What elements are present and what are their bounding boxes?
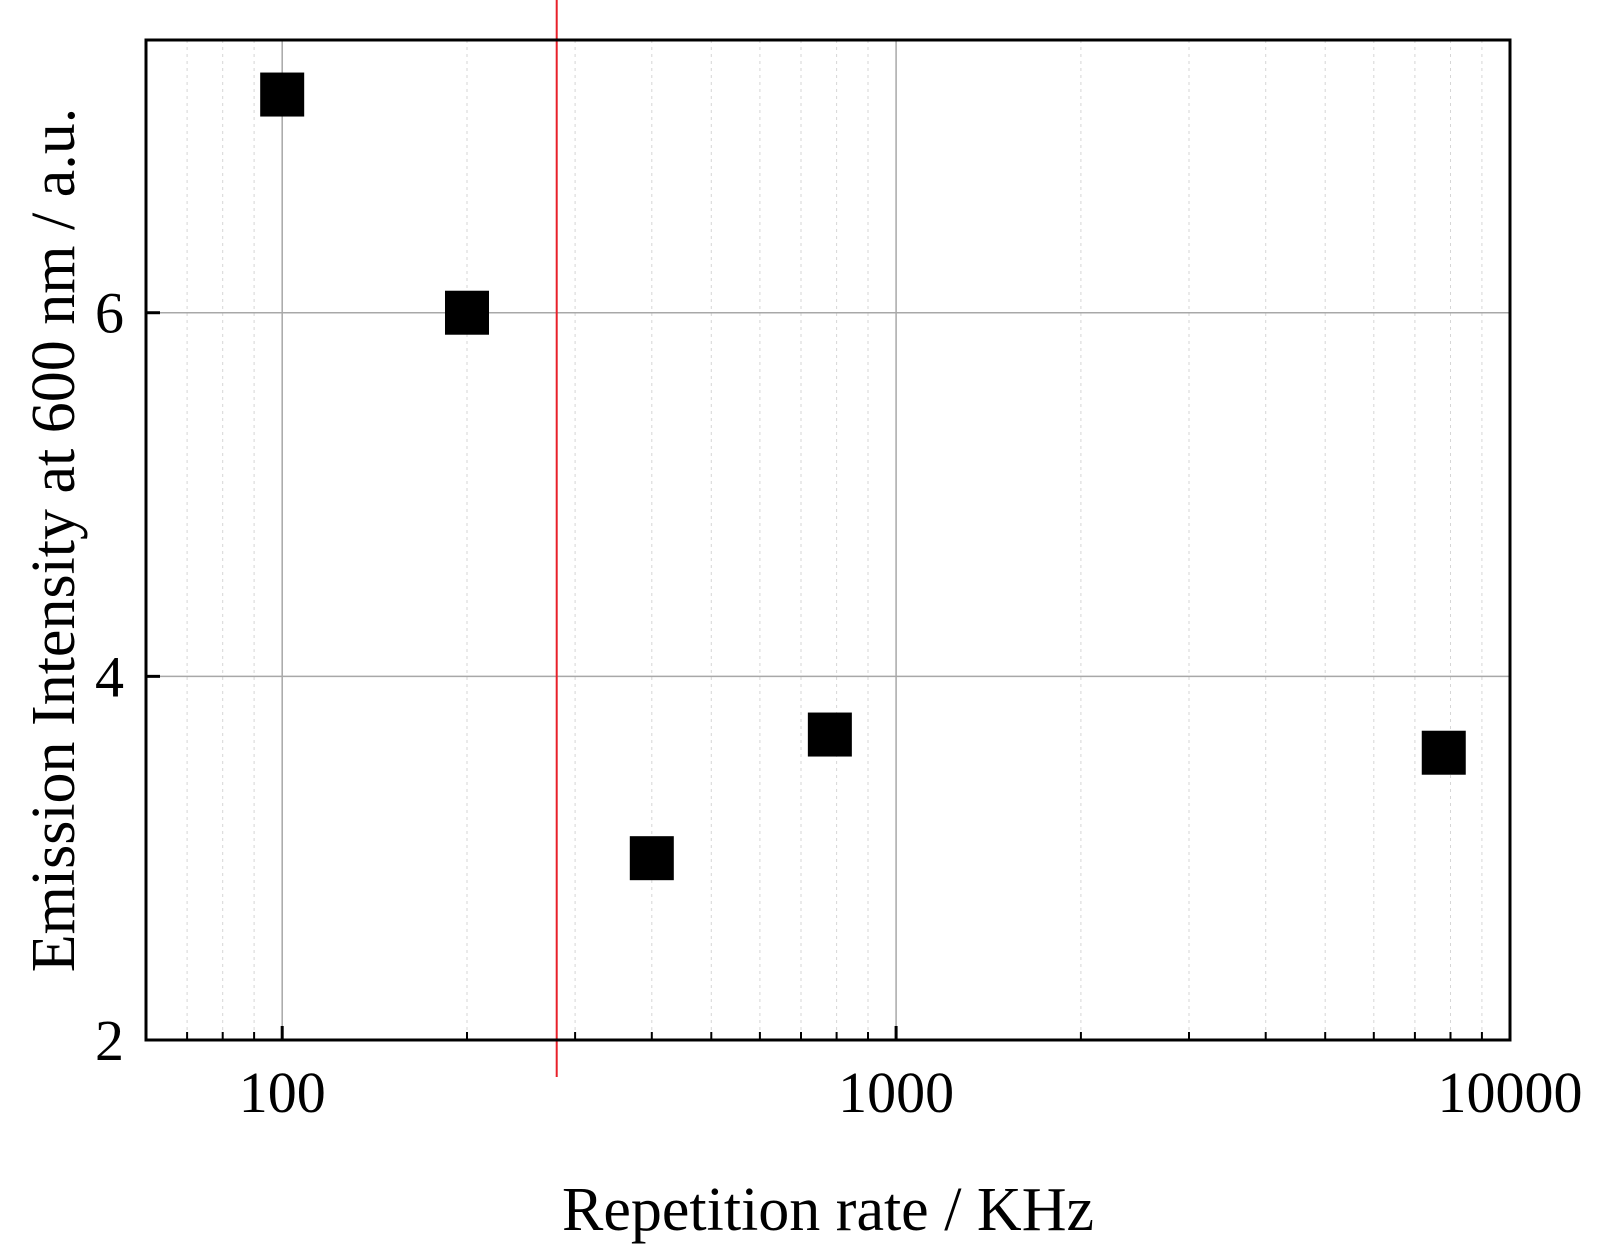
data-point — [629, 836, 674, 881]
x-tick-label: 10000 — [1438, 1060, 1583, 1125]
data-point — [807, 712, 852, 757]
minor-grid — [186, 40, 1483, 1040]
x-tick-label: 100 — [239, 1060, 326, 1125]
y-axis-title: Emission Intensity at 600 nm / a.u. — [20, 108, 88, 973]
data-point — [1421, 730, 1466, 775]
x-tick-label: 1000 — [838, 1060, 954, 1125]
plot-frame — [144, 38, 1512, 1042]
data-point — [260, 72, 305, 117]
y-tick-labels: 2 4 6 — [95, 281, 124, 1073]
x-axis-title: Repetition rate / KHz — [562, 1176, 1094, 1244]
data-point — [444, 290, 489, 335]
y-tick-label: 6 — [95, 281, 124, 346]
y-tick-label: 4 — [95, 644, 124, 709]
x-tick-labels: 100 1000 10000 — [239, 1060, 1583, 1125]
data-markers — [260, 72, 1466, 881]
y-tick-label: 2 — [95, 1008, 124, 1073]
axis-ticks — [146, 311, 1512, 1042]
major-grid — [146, 40, 1510, 1040]
